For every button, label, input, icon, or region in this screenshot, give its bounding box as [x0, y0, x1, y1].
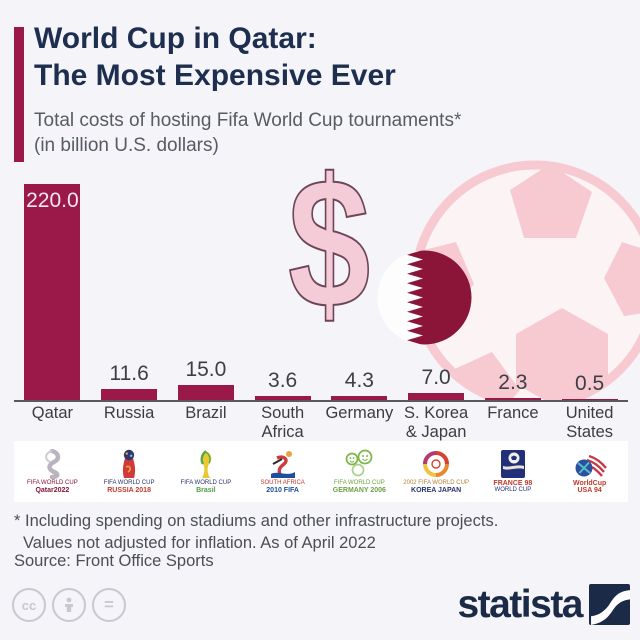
logo-usa-94: WorldCup USA 94: [551, 449, 628, 494]
bar-column-france: 2.3: [475, 371, 552, 400]
bar-column-germany: 4.3: [321, 369, 398, 400]
equal-license-icon[interactable]: =: [92, 588, 126, 622]
person-icon: [65, 597, 73, 612]
bar-chart: 220.0 11.6 15.0 3.6 4.3 7.0 2.3 0.5: [14, 178, 628, 402]
bar-column-qatar: 220.0: [14, 184, 91, 400]
attribution-license-icon[interactable]: [52, 588, 86, 622]
tournament-logo-strip: FIFA WORLD CUP Qatar2022 FIFA WORLD CUP …: [14, 441, 628, 502]
fifa-world-cup-brasil-2014-logo-icon: [200, 450, 212, 478]
fifa-world-cup-qatar-2022-logo-icon: [45, 449, 61, 479]
logo-russia-2018: FIFA WORLD CUP RUSSIA 2018: [91, 449, 168, 494]
bar-qatar: 220.0: [24, 184, 81, 400]
bar-france: [484, 397, 541, 400]
chart-subtitle: Total costs of hosting Fifa World Cup to…: [34, 108, 461, 158]
category-label-russia: Russia: [103, 404, 155, 422]
title-line-1: World Cup in Qatar:: [34, 22, 317, 55]
subtitle-line-2: (in billion U.S. dollars): [34, 135, 219, 156]
title-line-2: The Most Expensive Ever: [34, 59, 396, 92]
bar-value-label: 0.5: [575, 371, 605, 395]
bar-russia: [101, 388, 158, 400]
footnote-line-1: * Including spending on stadiums and oth…: [14, 512, 499, 530]
page-title: World Cup in Qatar: The Most Expensive E…: [34, 20, 396, 94]
cc-license-icon[interactable]: cc: [12, 588, 46, 622]
bar-column-s-korea-japan: 7.0: [398, 366, 475, 400]
statista-branding[interactable]: statista: [457, 584, 630, 625]
bar-s-korea-japan: [408, 393, 465, 400]
statista-logo-icon: [589, 584, 630, 625]
bar-united-states: [561, 398, 618, 400]
title-accent-bar: [14, 27, 24, 162]
bar-value-label: 7.0: [421, 366, 451, 390]
x-axis-labels: Qatar Russia Brazil South Africa Germany …: [14, 404, 628, 442]
bar-value-label: 4.3: [344, 368, 374, 392]
bar-germany: [331, 395, 388, 400]
category-label-germany: Germany: [325, 404, 394, 422]
category-label-s-korea-japan: S. Korea & Japan: [404, 404, 469, 441]
category-label-brazil: Brazil: [185, 404, 227, 422]
bar-value-label: 2.3: [498, 370, 528, 394]
bar-column-united-states: 0.5: [551, 371, 628, 400]
statista-wordmark: statista: [457, 583, 583, 626]
subtitle-line-1: Total costs of hosting Fifa World Cup to…: [34, 110, 462, 131]
bar-value-label: 11.6: [109, 361, 149, 385]
logo-germany-2006: FIFA WORLD CUP GERMANY 2006: [321, 449, 398, 494]
logo-south-africa-2010: SOUTH AFRICA 2010 FIFA: [244, 449, 321, 494]
bar-column-brazil: 15.0: [168, 358, 245, 400]
fifa-world-cup-russia-2018-logo-icon: [123, 449, 136, 478]
license-icons: cc =: [12, 588, 126, 622]
logo-france-98: FRANCE 98 WORLD CUP: [475, 449, 552, 494]
bar-value-label: 15.0: [185, 358, 227, 382]
category-label-south-africa: South Africa: [261, 404, 305, 441]
fifa-world-cup-germany-2006-logo-icon: [346, 449, 373, 477]
france-98-world-cup-logo-icon: [500, 450, 525, 478]
bar-south-africa: [254, 396, 311, 400]
bar-value-label: 3.6: [268, 369, 298, 393]
category-label-united-states: United States: [565, 404, 614, 441]
bar-value-label: 220.0: [26, 189, 79, 212]
bar-column-russia: 11.6: [91, 362, 168, 400]
fifa-world-cup-south-africa-2010-logo-icon: [270, 451, 295, 478]
world-cup-usa-94-logo-icon: [575, 454, 607, 477]
bar-brazil: [177, 385, 234, 400]
logo-brazil-2014: FIFA WORLD CUP Brasil: [168, 449, 245, 494]
category-label-france: France: [487, 404, 539, 422]
footnote-line-2: Values not adjusted for inflation. As of…: [23, 533, 376, 552]
category-label-qatar: Qatar: [31, 404, 74, 422]
footnote: * Including spending on stadiums and oth…: [14, 511, 498, 554]
source-label: Source: Front Office Sports: [14, 552, 214, 570]
bar-column-south-africa: 3.6: [244, 369, 321, 400]
logo-qatar-2022: FIFA WORLD CUP Qatar2022: [14, 449, 91, 494]
logo-korea-japan-2002: 2002 FIFA WORLD CUP KOREA JAPAN: [398, 449, 475, 494]
fifa-world-cup-korea-japan-2002-logo-icon: [423, 451, 450, 477]
